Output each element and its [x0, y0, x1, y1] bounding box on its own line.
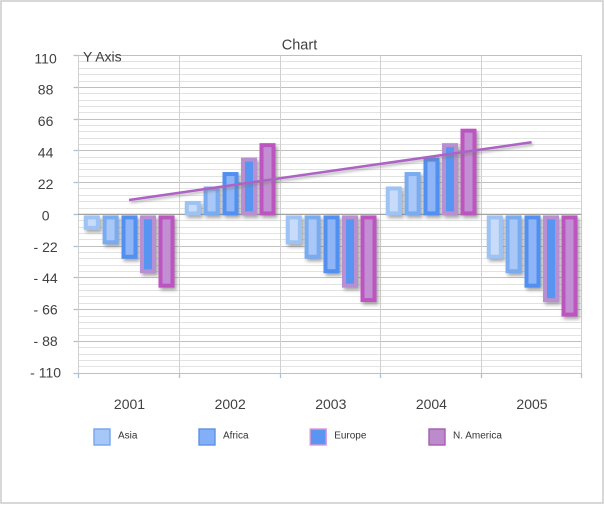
svg-text:2003: 2003 [315, 396, 346, 412]
svg-text:- 88: - 88 [34, 333, 58, 349]
svg-text:66: 66 [38, 113, 54, 129]
svg-text:44: 44 [38, 145, 54, 161]
svg-text:- 22: - 22 [34, 239, 58, 255]
svg-text:Africa: Africa [223, 431, 249, 442]
svg-text:Y Axis: Y Axis [83, 49, 122, 65]
svg-text:N. America: N. America [453, 431, 502, 442]
svg-text:Asia: Asia [118, 431, 138, 442]
svg-text:- 44: - 44 [34, 270, 58, 286]
svg-text:110: 110 [34, 50, 57, 66]
svg-text:0: 0 [42, 207, 50, 223]
svg-text:Chart: Chart [282, 37, 317, 53]
svg-text:2005: 2005 [516, 396, 547, 412]
svg-text:- 66: - 66 [34, 302, 58, 318]
svg-text:88: 88 [38, 82, 54, 98]
svg-text:2002: 2002 [215, 396, 246, 412]
svg-text:22: 22 [38, 176, 54, 192]
svg-text:2004: 2004 [416, 396, 447, 412]
svg-text:Europe: Europe [334, 431, 367, 442]
svg-text:2001: 2001 [114, 396, 145, 412]
svg-text:- 110: - 110 [30, 365, 61, 381]
